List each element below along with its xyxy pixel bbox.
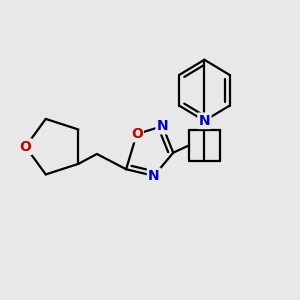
Text: O: O	[20, 140, 32, 154]
Text: N: N	[148, 169, 160, 183]
Text: O: O	[131, 127, 143, 141]
Text: N: N	[199, 114, 210, 128]
Text: N: N	[157, 119, 168, 133]
